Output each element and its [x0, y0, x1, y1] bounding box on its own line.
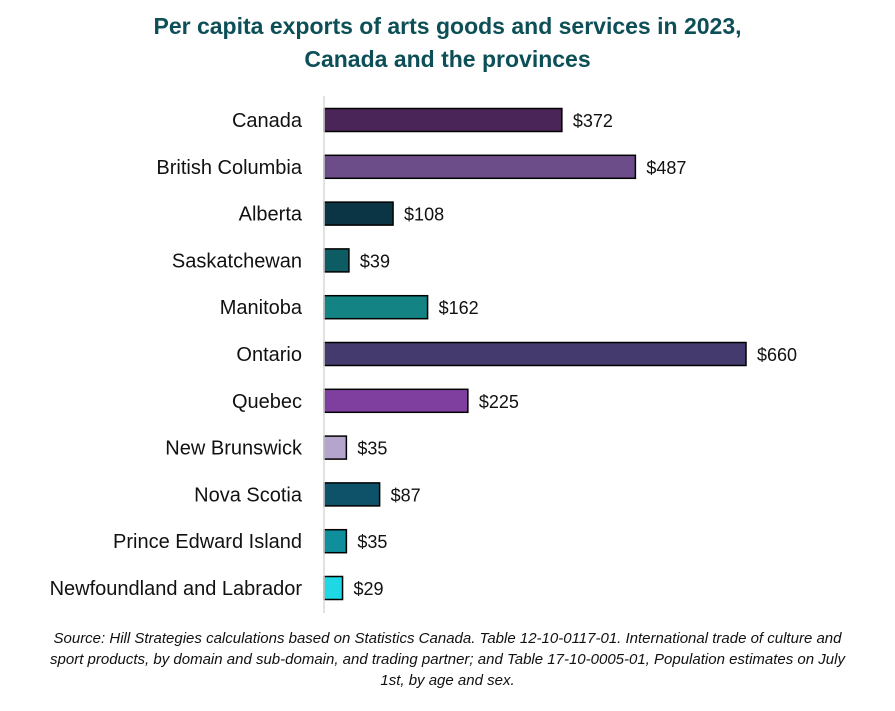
category-label: Canada — [232, 110, 303, 132]
data-label: $35 — [357, 532, 387, 552]
data-label: $29 — [354, 579, 384, 599]
bar — [323, 201, 394, 226]
data-label: $108 — [404, 205, 444, 225]
category-label: Newfoundland and Labrador — [50, 578, 303, 600]
data-label: $660 — [757, 345, 797, 365]
category-label: Prince Edward Island — [113, 531, 302, 553]
category-label: Manitoba — [220, 297, 303, 319]
category-label: Ontario — [236, 344, 302, 366]
bar — [323, 154, 637, 180]
data-label: $162 — [439, 298, 479, 318]
chart-title: Per capita exports of arts goods and ser… — [0, 10, 895, 76]
category-label: Quebec — [232, 391, 302, 413]
bar — [323, 248, 350, 273]
data-label: $87 — [391, 485, 421, 505]
data-label: $39 — [360, 251, 390, 271]
bar — [323, 341, 747, 367]
category-label: British Columbia — [156, 157, 302, 179]
bar — [323, 388, 469, 414]
chart-title-line2: Canada and the provinces — [304, 46, 591, 72]
source-note: Source: Hill Strategies calculations bas… — [50, 630, 845, 689]
bar — [323, 482, 381, 507]
category-label: Saskatchewan — [172, 250, 302, 272]
data-label: $35 — [357, 439, 387, 459]
bar — [323, 435, 348, 460]
data-label: $487 — [646, 158, 686, 178]
bar — [323, 528, 348, 554]
bar — [323, 107, 563, 133]
chart-title-line1: Per capita exports of arts goods and ser… — [153, 13, 742, 39]
category-label: Nova Scotia — [194, 484, 303, 506]
category-label: Alberta — [239, 204, 303, 226]
bar — [323, 294, 429, 320]
category-label: New Brunswick — [165, 438, 303, 460]
bar — [323, 575, 344, 601]
data-label: $225 — [479, 392, 519, 412]
data-label: $372 — [573, 111, 613, 131]
